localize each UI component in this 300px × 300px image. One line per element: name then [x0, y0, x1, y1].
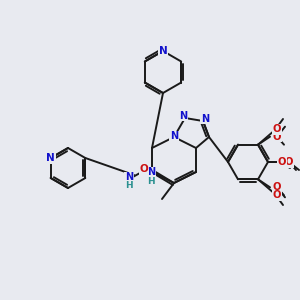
- Text: H: H: [147, 176, 155, 185]
- Text: O: O: [285, 157, 293, 167]
- Text: O: O: [285, 157, 293, 167]
- Text: N: N: [170, 131, 178, 141]
- Text: O: O: [140, 164, 148, 174]
- Text: H: H: [125, 182, 133, 190]
- Text: N: N: [125, 172, 133, 182]
- Text: N: N: [147, 167, 155, 177]
- Text: N: N: [46, 153, 55, 163]
- Text: O: O: [273, 132, 281, 142]
- Text: O: O: [273, 190, 281, 200]
- Text: O: O: [273, 182, 281, 192]
- Text: O: O: [273, 124, 281, 134]
- Text: N: N: [201, 114, 209, 124]
- Text: O: O: [273, 182, 281, 192]
- Text: O: O: [278, 157, 286, 167]
- Text: O: O: [273, 132, 281, 142]
- Text: N: N: [159, 46, 167, 56]
- Text: N: N: [179, 111, 187, 121]
